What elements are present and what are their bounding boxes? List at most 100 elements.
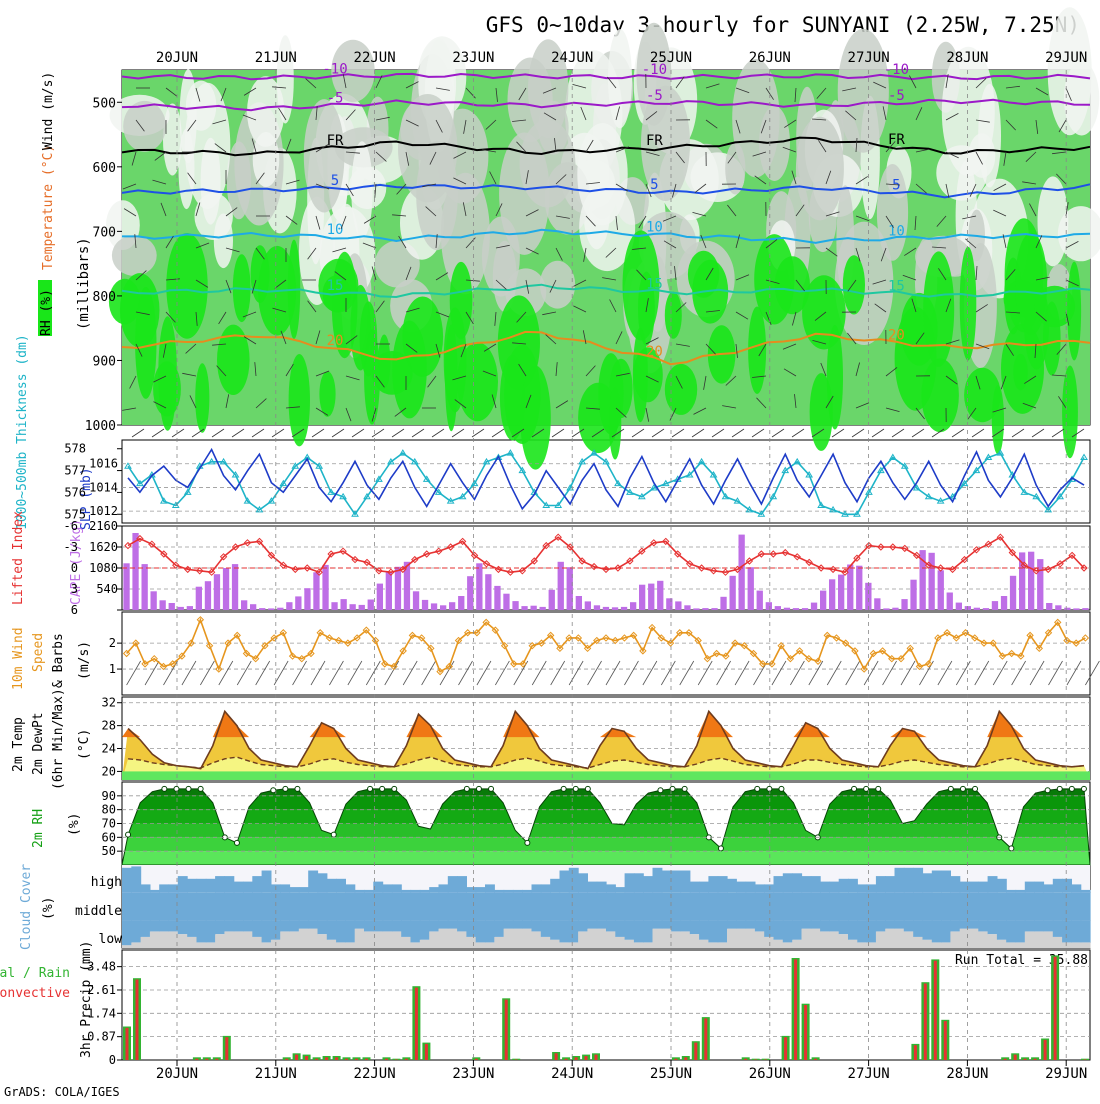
rh2m-point xyxy=(464,786,469,791)
cloud-low-gap xyxy=(913,920,923,937)
cloud-cell xyxy=(448,893,458,921)
cloud-cell xyxy=(736,882,746,893)
cloud-cell xyxy=(504,890,514,893)
rh-moist-blob xyxy=(378,335,390,389)
rh2m-point xyxy=(234,840,239,845)
cloud-cell xyxy=(504,893,514,921)
cloud-cell xyxy=(383,884,393,892)
cloud-cell xyxy=(606,884,616,892)
wind10m-barb xyxy=(956,661,970,685)
cloud-low-gap xyxy=(774,920,784,939)
slp-tick-label: 1014 xyxy=(89,480,118,494)
cloud-cell xyxy=(1025,882,1035,893)
precip-convective-bar xyxy=(205,1059,208,1060)
cape-bar xyxy=(1010,576,1016,610)
cloud-low-gap xyxy=(448,920,458,928)
cloud-cell xyxy=(755,931,765,948)
cloud-low-gap xyxy=(466,920,476,937)
cloud-cell xyxy=(262,893,272,921)
rh2m-point xyxy=(174,786,179,791)
wind-label: Wind (m/s) xyxy=(41,72,56,150)
cloud-cell xyxy=(867,943,877,949)
wind10m-barb xyxy=(403,661,417,685)
cloud-cell xyxy=(131,943,141,949)
cape-bar xyxy=(657,581,663,610)
isotherm-label: 20 xyxy=(646,344,663,360)
precip-convective-bar xyxy=(225,1037,228,1060)
wind10m-barb xyxy=(1067,661,1081,685)
cloud-cell xyxy=(904,931,914,948)
cloud-cell xyxy=(159,884,169,892)
cloud-cell xyxy=(867,884,877,892)
li-tick-label: 3 xyxy=(71,582,78,596)
cloud-low-gap xyxy=(504,920,514,928)
cape-bar xyxy=(910,580,916,610)
cloud-low-gap xyxy=(318,920,328,934)
cloud-low-gap xyxy=(988,920,998,934)
surface-wind-barb xyxy=(892,429,904,437)
wind10m-barb xyxy=(901,661,915,685)
precip-convective-bar xyxy=(794,959,797,1060)
thickness-label: 1000~500mb Thickness (dm) xyxy=(15,334,30,530)
rh2m-point xyxy=(380,786,385,791)
date-label-bottom: 24JUN xyxy=(551,1066,593,1082)
surface-wind-barb xyxy=(832,429,844,437)
wind10m-line xyxy=(127,620,1086,672)
cape-bar xyxy=(956,603,962,610)
cape-bar xyxy=(232,564,238,610)
cloud-cell xyxy=(671,931,681,948)
surface-wind-barb xyxy=(552,429,564,437)
cloud-low-gap xyxy=(718,920,728,942)
cloud-cell xyxy=(355,893,365,921)
rh-humidity-blob xyxy=(247,76,284,147)
cloud-cover-label: Cloud Cover xyxy=(19,864,34,950)
cloud-cell xyxy=(746,893,756,921)
wind10m-barb xyxy=(1049,661,1063,685)
surface-wind-barb xyxy=(652,429,664,437)
cape-bar xyxy=(350,604,356,610)
wind10m-barb xyxy=(127,661,141,685)
cloud-cell xyxy=(485,943,495,949)
date-label-top: 21JUN xyxy=(255,50,297,66)
upper-ytick-label: 600 xyxy=(93,161,116,176)
cloud-cell xyxy=(923,873,933,892)
cloud-cell xyxy=(904,868,914,893)
rh-moist-blob xyxy=(964,368,1001,422)
cape-bar xyxy=(594,605,600,610)
cloud-cell xyxy=(150,893,160,921)
cape-bar xyxy=(449,602,455,610)
cloud-cell xyxy=(727,893,737,921)
cloud-cell xyxy=(634,943,644,949)
rh-moist-blob xyxy=(1013,354,1027,390)
wind10m-barb xyxy=(329,661,343,685)
cloud-cell xyxy=(336,943,346,949)
cloud-low-gap xyxy=(392,920,402,931)
rh-humidity-blob xyxy=(351,141,372,238)
cloud-cell xyxy=(141,893,151,921)
cloud-low-gap xyxy=(494,920,504,937)
cloud-low-gap xyxy=(783,920,793,942)
cloud-cell xyxy=(932,943,942,949)
rh-tick-label: 70 xyxy=(102,817,116,831)
cloud-cell xyxy=(690,882,700,893)
cloud-cell xyxy=(950,893,960,921)
rh-humidity-blob xyxy=(796,117,844,221)
precip-convective-bar xyxy=(355,1059,358,1060)
cloud-cell xyxy=(876,931,886,948)
cloud-cell xyxy=(699,940,709,948)
upper-ytick-label: 500 xyxy=(93,96,116,111)
rh-moist-blob xyxy=(445,325,458,432)
cloud-low-gap xyxy=(345,920,355,942)
date-label-bottom: 27JUN xyxy=(848,1066,890,1082)
cloud-cell xyxy=(606,931,616,948)
cloud-cell xyxy=(1062,879,1072,893)
cape-bar xyxy=(947,593,953,611)
precip-convective-bar xyxy=(295,1055,298,1060)
wind10m-barb xyxy=(274,661,288,685)
cloud-cell xyxy=(1034,931,1044,948)
cloud-cell xyxy=(532,893,542,921)
cape-bar xyxy=(151,591,157,610)
temp-tick-label: 24 xyxy=(102,742,116,756)
wind10m-barb xyxy=(1030,661,1044,685)
rh-humidity-blob xyxy=(838,29,889,153)
